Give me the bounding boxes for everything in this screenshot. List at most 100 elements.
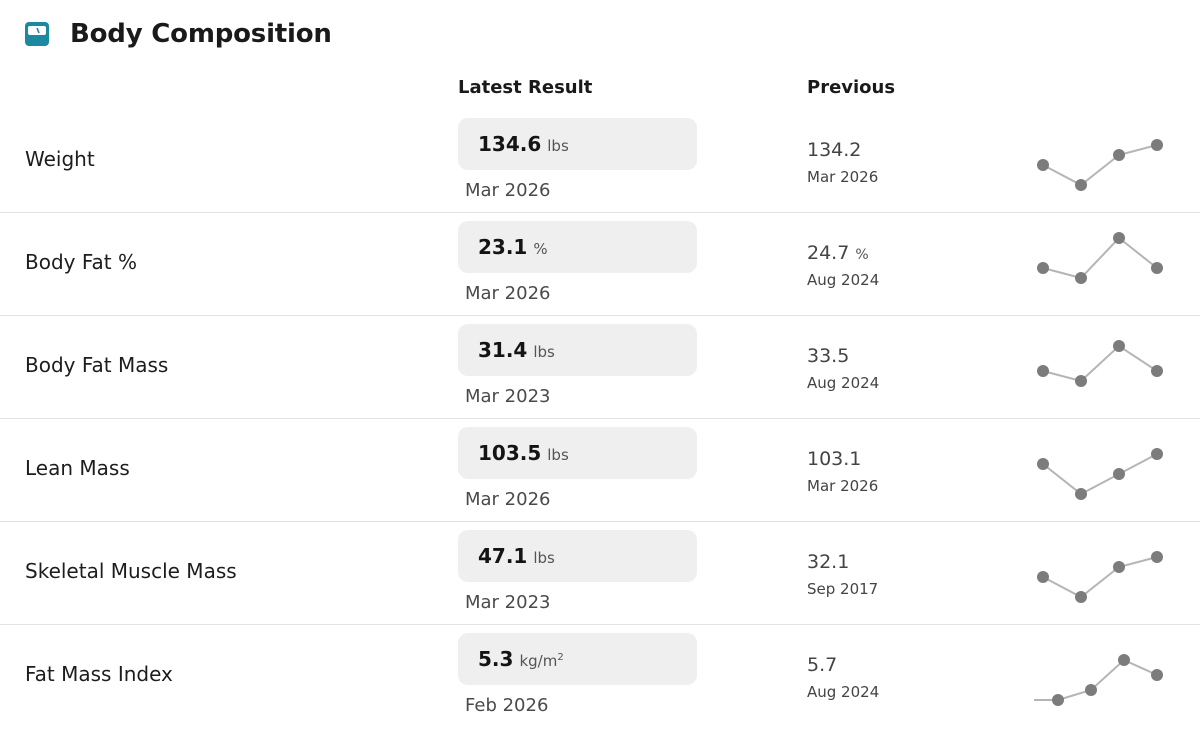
previous-value-wrap: 103.1 [807, 448, 861, 470]
metric-row-body-fat-percent[interactable]: Body Fat % 23.1% Mar 2026 24.7% Aug 2024 [0, 213, 1200, 316]
latest-value-wrap: 23.1% [478, 235, 548, 259]
latest-value-wrap: 47.1 lbs [478, 544, 555, 568]
trend-sparkline [1037, 551, 1163, 603]
trend-sparkline [1037, 340, 1163, 387]
metric-name: Fat Mass Index [25, 662, 173, 686]
sparkline-point-3 [1151, 551, 1163, 563]
latest-result-badge: 134.6 lbs [458, 118, 697, 170]
latest-unit: lbs [533, 343, 555, 361]
sparkline-point-1 [1075, 272, 1087, 284]
sparkline-line [1042, 144, 1158, 187]
sparkline-point-3 [1151, 669, 1163, 681]
sparkline-point-1 [1085, 684, 1097, 696]
latest-value-wrap: 134.6 lbs [478, 132, 569, 156]
sparkline-point-3 [1151, 365, 1163, 377]
latest-date: Mar 2026 [465, 180, 551, 201]
previous-value: 33.5 [807, 345, 850, 367]
sparkline-point-1 [1075, 375, 1087, 387]
sparkline-point-2 [1118, 654, 1130, 666]
metric-name: Lean Mass [25, 456, 130, 480]
latest-result-badge: 5.3 kg/m2 [458, 633, 697, 685]
metric-name: Body Fat % [25, 250, 137, 274]
previous-date: Sep 2017 [807, 580, 879, 598]
trend-sparkline [1037, 448, 1163, 500]
metric-row-fat-mass-index[interactable]: Fat Mass Index 5.3 kg/m2 Feb 2026 5.7 Aug… [0, 625, 1200, 728]
sparkline-line [1042, 556, 1158, 599]
sparkline-point-0 [1037, 159, 1049, 171]
previous-value: 103.1 [807, 448, 862, 470]
sparkline-line [1042, 344, 1158, 383]
sparkline-line [1042, 236, 1158, 280]
previous-column-header: Previous [807, 77, 896, 98]
latest-value-wrap: 103.5 lbs [478, 441, 569, 465]
sparkline-line [1057, 658, 1158, 701]
latest-date: Mar 2026 [465, 283, 551, 304]
sparkline-point-3 [1151, 448, 1163, 460]
previous-value-wrap: 33.5 [807, 345, 849, 367]
previous-value-wrap: 134.2 [807, 139, 861, 161]
scale-icon [25, 22, 49, 46]
previous-value: 5.7 [807, 654, 838, 676]
previous-value: 24.7 [807, 242, 850, 264]
metric-row-lean-mass[interactable]: Lean Mass 103.5 lbs Mar 2026 103.1 Mar 20… [0, 419, 1200, 522]
latest-result-badge: 103.5 lbs [458, 427, 697, 479]
previous-value-wrap: 5.7 [807, 654, 837, 676]
latest-unit: % [533, 240, 548, 258]
sparkline-point-0 [1052, 694, 1064, 706]
sparkline-point-2 [1113, 149, 1125, 161]
latest-date: Feb 2026 [465, 695, 549, 716]
metric-row-skeletal-muscle-mass[interactable]: Skeletal Muscle Mass 47.1 lbs Mar 2023 32… [0, 522, 1200, 625]
latest-unit: lbs [547, 137, 569, 155]
latest-date: Mar 2023 [465, 592, 551, 613]
sparkline-point-0 [1037, 262, 1049, 274]
metric-name: Weight [25, 147, 95, 171]
metric-row-body-fat-mass[interactable]: Body Fat Mass 31.4 lbs Mar 2023 33.5 Aug … [0, 316, 1200, 419]
latest-value: 47.1 [478, 544, 528, 568]
latest-value: 23.1 [478, 235, 528, 259]
previous-unit: % [855, 247, 869, 263]
sparkline-line [1042, 453, 1158, 496]
metric-list: Weight 134.6 lbs Mar 2026 134.2 Mar 2026 … [0, 110, 1200, 728]
card-header: Body Composition [24, 18, 332, 50]
sparkline-point-2 [1113, 232, 1125, 244]
latest-result-column-header: Latest Result [458, 77, 593, 98]
latest-result-badge: 47.1 lbs [458, 530, 697, 582]
latest-date: Mar 2023 [465, 386, 551, 407]
sparkline-point-2 [1113, 340, 1125, 352]
sparkline-point-3 [1151, 139, 1163, 151]
sparkline-point-0 [1037, 458, 1049, 470]
latest-date: Mar 2026 [465, 489, 551, 510]
previous-date: Aug 2024 [807, 374, 880, 392]
card-title: Body Composition [70, 19, 332, 49]
previous-value: 32.1 [807, 551, 850, 573]
trend-sparkline [1037, 139, 1163, 191]
latest-result-badge: 31.4 lbs [458, 324, 697, 376]
previous-date: Aug 2024 [807, 683, 880, 701]
latest-unit: kg/m2 [519, 652, 563, 670]
metric-name: Skeletal Muscle Mass [25, 559, 237, 583]
sparkline-point-0 [1037, 571, 1049, 583]
sparkline-point-1 [1075, 591, 1087, 603]
trend-sparkline [1034, 654, 1163, 706]
sparkline-point-1 [1075, 179, 1087, 191]
latest-unit: lbs [533, 549, 555, 567]
sparkline-point-0 [1037, 365, 1049, 377]
sparkline-point-2 [1113, 561, 1125, 573]
sparkline-point-3 [1151, 262, 1163, 274]
latest-unit-base: kg/m [519, 652, 558, 670]
latest-value-wrap: 31.4 lbs [478, 338, 555, 362]
previous-date: Aug 2024 [807, 271, 880, 289]
previous-date: Mar 2026 [807, 477, 879, 495]
sparkline-point-1 [1075, 488, 1087, 500]
latest-unit: lbs [547, 446, 569, 464]
latest-unit-exponent: 2 [557, 652, 564, 663]
previous-value: 134.2 [807, 139, 862, 161]
latest-result-badge: 23.1% [458, 221, 697, 273]
metric-row-weight[interactable]: Weight 134.6 lbs Mar 2026 134.2 Mar 2026 [0, 110, 1200, 213]
latest-value: 103.5 [478, 441, 542, 465]
previous-date: Mar 2026 [807, 168, 879, 186]
latest-value: 31.4 [478, 338, 528, 362]
previous-value-wrap: 24.7% [807, 242, 869, 264]
trend-sparkline [1037, 232, 1163, 284]
previous-value-wrap: 32.1 [807, 551, 849, 573]
